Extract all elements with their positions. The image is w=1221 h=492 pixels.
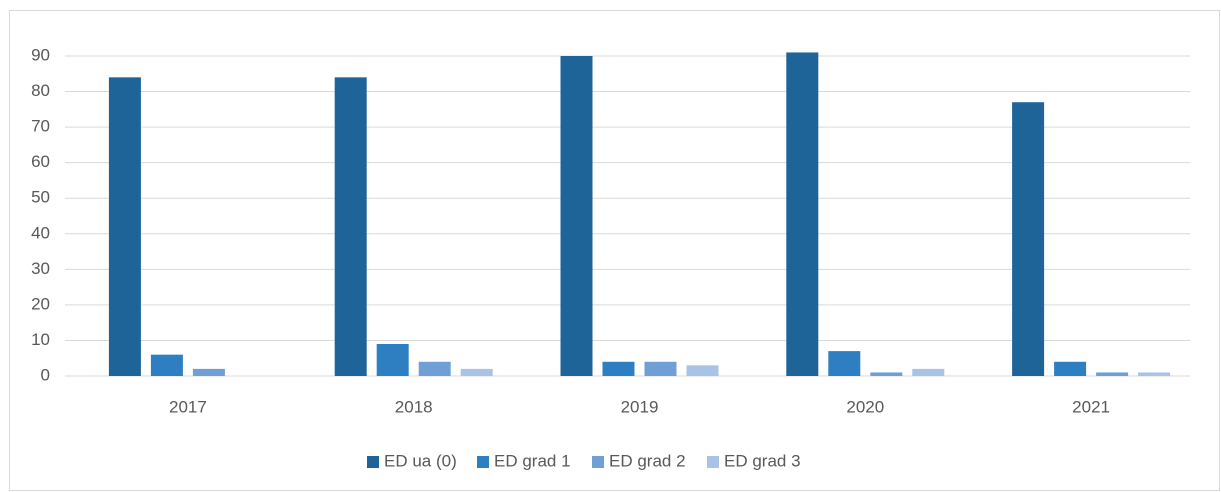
bar bbox=[912, 368, 945, 376]
legend-label: ED grad 3 bbox=[724, 451, 801, 470]
y-tick-label: 20 bbox=[31, 294, 50, 313]
y-tick-label: 50 bbox=[31, 188, 50, 207]
bar bbox=[1012, 102, 1045, 376]
bar bbox=[150, 354, 183, 376]
bar bbox=[1138, 372, 1171, 376]
legend-swatch bbox=[592, 456, 604, 468]
legend-swatch bbox=[707, 456, 719, 468]
y-tick-label: 70 bbox=[31, 117, 50, 136]
legend-label: ED grad 1 bbox=[494, 451, 571, 470]
y-tick-label: 80 bbox=[31, 81, 50, 100]
x-tick-label: 2017 bbox=[169, 397, 207, 416]
bar bbox=[460, 368, 493, 376]
x-tick-label: 2018 bbox=[395, 397, 433, 416]
bar bbox=[334, 77, 367, 376]
legend-label: ED ua (0) bbox=[384, 451, 457, 470]
bar bbox=[644, 361, 677, 376]
y-tick-label: 10 bbox=[31, 330, 50, 349]
bar bbox=[686, 365, 719, 376]
x-tick-label: 2020 bbox=[846, 397, 884, 416]
bar bbox=[418, 361, 451, 376]
legend-swatch bbox=[477, 456, 489, 468]
legend-label: ED grad 2 bbox=[609, 451, 686, 470]
bar bbox=[192, 368, 225, 376]
bar bbox=[108, 77, 141, 376]
bar bbox=[870, 372, 903, 376]
y-tick-label: 30 bbox=[31, 259, 50, 278]
y-tick-label: 0 bbox=[41, 365, 50, 384]
y-tick-label: 90 bbox=[31, 45, 50, 64]
bar bbox=[602, 361, 635, 376]
bar bbox=[376, 344, 409, 376]
legend-swatch bbox=[367, 456, 379, 468]
x-tick-label: 2021 bbox=[1072, 397, 1110, 416]
bar bbox=[828, 351, 861, 376]
bar bbox=[786, 52, 819, 376]
bar bbox=[1096, 372, 1129, 376]
y-tick-label: 40 bbox=[31, 223, 50, 242]
bar bbox=[1054, 361, 1087, 376]
x-tick-label: 2019 bbox=[621, 397, 659, 416]
bar bbox=[560, 56, 593, 376]
y-tick-label: 60 bbox=[31, 152, 50, 171]
